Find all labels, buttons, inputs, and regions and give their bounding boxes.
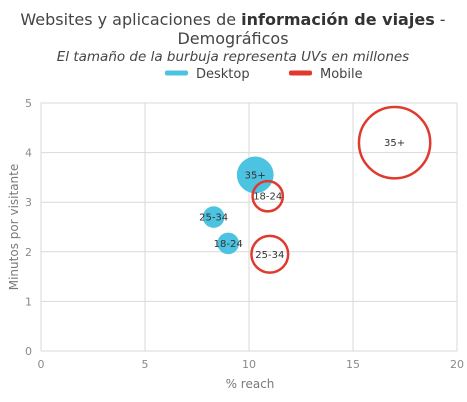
legend-label-mobile: Mobile [320,67,363,82]
legend-swatch-mobile [289,70,312,76]
mobile-bubble-18-24 [251,179,285,213]
desktop-bubble-35- [236,156,274,194]
legend: Desktop Mobile [165,67,363,82]
axis-ticks: 0 5 10 15 20 0 1 2 3 4 5 [25,97,464,371]
y-axis-label: Minutos por visitante [7,164,21,291]
mobile-bubble-25-34 [250,234,290,274]
chart-title: Websites y aplicaciones de información d… [20,10,445,29]
bubble-label: 25-34 [255,250,284,261]
desktop-bubble-25-34 [202,206,225,228]
x-tick-label: 5 [142,358,149,371]
bubble-label: 18-24 [253,192,282,203]
y-tick-label: 4 [25,147,32,160]
x-tick-label: 20 [450,358,464,371]
y-tick-label: 3 [25,196,32,209]
grid [40,102,458,352]
x-axis-label: % reach [226,377,275,391]
bubble-label: 25-34 [199,213,228,224]
bubbles: 35+ 25-34 18-24 35+ 18-24 25-34 [199,105,432,274]
x-tick-label: 10 [242,358,256,371]
chart-subtitle: El tamaño de la burbuja representa UVs e… [57,49,409,65]
y-tick-label: 5 [25,97,32,110]
chart-title-line2: Demográficos [177,29,288,48]
bubble-label: 18-24 [214,239,243,250]
legend-swatch-desktop [165,70,188,76]
y-tick-label: 0 [25,345,32,358]
bubble-label: 35+ [245,170,266,181]
y-tick-label: 1 [25,295,32,308]
bubble-label: 35+ [384,138,405,149]
x-tick-label: 15 [346,358,360,371]
legend-label-desktop: Desktop [196,67,250,82]
y-tick-label: 2 [25,246,32,259]
x-tick-label: 0 [38,358,45,371]
desktop-bubble-18-24 [217,232,239,255]
mobile-bubble-35- [357,105,432,180]
